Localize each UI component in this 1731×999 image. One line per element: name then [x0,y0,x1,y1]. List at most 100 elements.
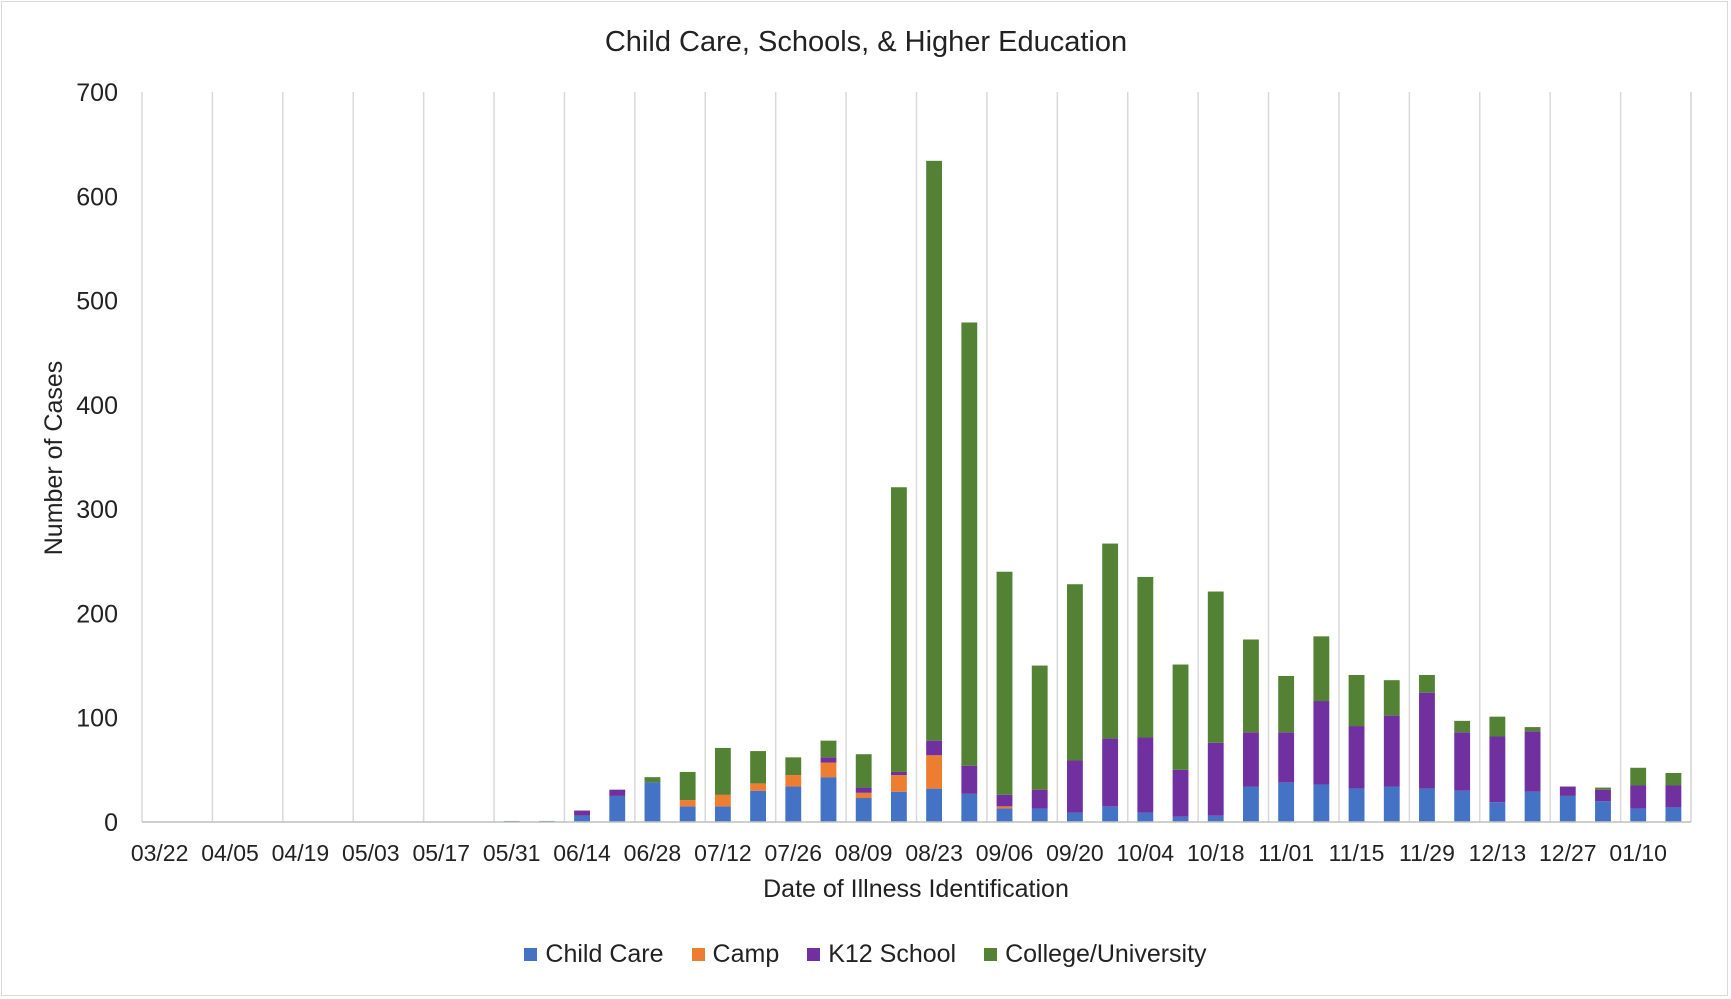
bar-segment [820,740,837,758]
x-tick-label: 11/15 [1329,840,1385,866]
bar-segment [1559,795,1576,822]
bar-segment [996,808,1013,822]
x-tick-label: 08/23 [905,840,963,866]
gridlines [141,92,1692,822]
bar-segment [1102,543,1119,739]
bar-segment [820,777,837,822]
x-tick-label: 05/17 [412,840,470,866]
bar-segment [785,775,802,787]
legend-item: Child Care [524,940,664,969]
bar-segment [1102,806,1119,822]
bar-segment [750,751,767,784]
x-tick-label: 09/06 [976,840,1034,866]
bar-segment [609,795,626,822]
y-tick-label: 300 [76,496,118,524]
bar-segment [1524,791,1541,822]
y-axis-ticks: 0 100 200 300 400 500 600 700 [76,79,118,837]
bar-segment [1454,720,1471,733]
bar-segment [926,788,943,822]
bar-segment [1313,636,1330,702]
bar-segment [820,757,837,763]
bar-segment [679,800,696,807]
bar-segment [890,791,907,822]
bar-segment [1348,674,1365,727]
bar-segment [1489,802,1506,822]
y-tick-label: 500 [76,288,118,316]
x-tick-label: 09/20 [1046,840,1104,866]
bar-segment [1595,801,1611,822]
bar-segment [1524,731,1541,792]
bar-segment [644,782,661,822]
x-tick-label: 12/13 [1469,840,1527,866]
bar-segment [855,754,872,788]
y-tick-label: 600 [76,183,118,211]
bar-segment [1630,767,1647,786]
y-tick-label: 400 [76,392,118,420]
bar-segment [714,794,731,807]
bar-segment [1031,808,1048,822]
bar-segment [679,806,696,822]
bar-segment [1243,786,1259,822]
bar-segment [961,765,978,794]
x-axis-ticks: 03/22 04/05 04/19 05/03 05/17 05/31 06/14 06/28… [131,840,1667,866]
x-tick-label: 10/04 [1117,840,1175,866]
x-tick-label: 12/27 [1539,840,1597,866]
x-tick-label: 11/01 [1258,840,1314,866]
y-tick-label: 0 [104,809,118,837]
bar-segment [1665,807,1682,822]
bar-segment [1489,736,1506,803]
bar-segment [679,771,696,801]
bar-segment [855,787,872,793]
bar-segment [926,160,943,741]
bar-segment [1031,789,1048,809]
bar-segment [1278,732,1295,783]
bar-segment [1172,664,1189,770]
bar-segment [1102,738,1119,807]
legend-swatch [807,948,821,961]
bar-segment [1172,769,1189,817]
bar-segment [820,762,837,778]
legend-item: Camp [691,940,780,969]
legend-swatch [524,948,538,961]
bar-segment [996,794,1013,807]
legend-item: College/University [984,940,1207,969]
bar-segment [1454,790,1471,822]
legend-label: Camp [712,940,780,968]
chart-title: Child Care, Schools, & Higher Education [605,26,1127,58]
y-tick-label: 200 [76,600,118,628]
bar-segment [1313,701,1330,785]
bar-segment [1383,715,1400,787]
bar-segment [926,740,943,756]
bar-segment [1419,674,1435,693]
bars [503,160,1682,822]
bar-segment [1313,784,1330,822]
bar-segment [609,789,626,796]
bar-segment [1595,787,1611,790]
bar-segment [1137,737,1154,813]
x-tick-label: 08/09 [835,840,893,866]
bar-segment [1559,786,1576,796]
bar-segment [1665,772,1682,786]
x-tick-label: 07/26 [765,840,823,866]
legend-swatch [984,948,998,961]
x-tick-label: 03/22 [131,840,189,866]
bar-segment [1066,760,1083,813]
bar-segment [1419,692,1435,789]
bar-segment [1278,676,1295,733]
bar-segment [1630,785,1647,809]
bar-segment [855,792,872,799]
x-tick-label: 01/10 [1609,840,1667,866]
bar-segment [1207,742,1224,816]
x-axis-label: Date of Illness Identification [763,875,1069,903]
bar-segment [574,815,590,822]
bar-segment [1137,576,1154,738]
bar-segment [785,757,802,776]
y-tick-label: 100 [76,705,118,733]
bar-segment [996,571,1013,795]
bar-segment [1066,584,1083,761]
legend-label: College/University [1005,940,1207,968]
bar-segment [890,487,907,772]
x-tick-label: 05/31 [483,840,541,866]
x-tick-label: 11/29 [1399,840,1455,866]
